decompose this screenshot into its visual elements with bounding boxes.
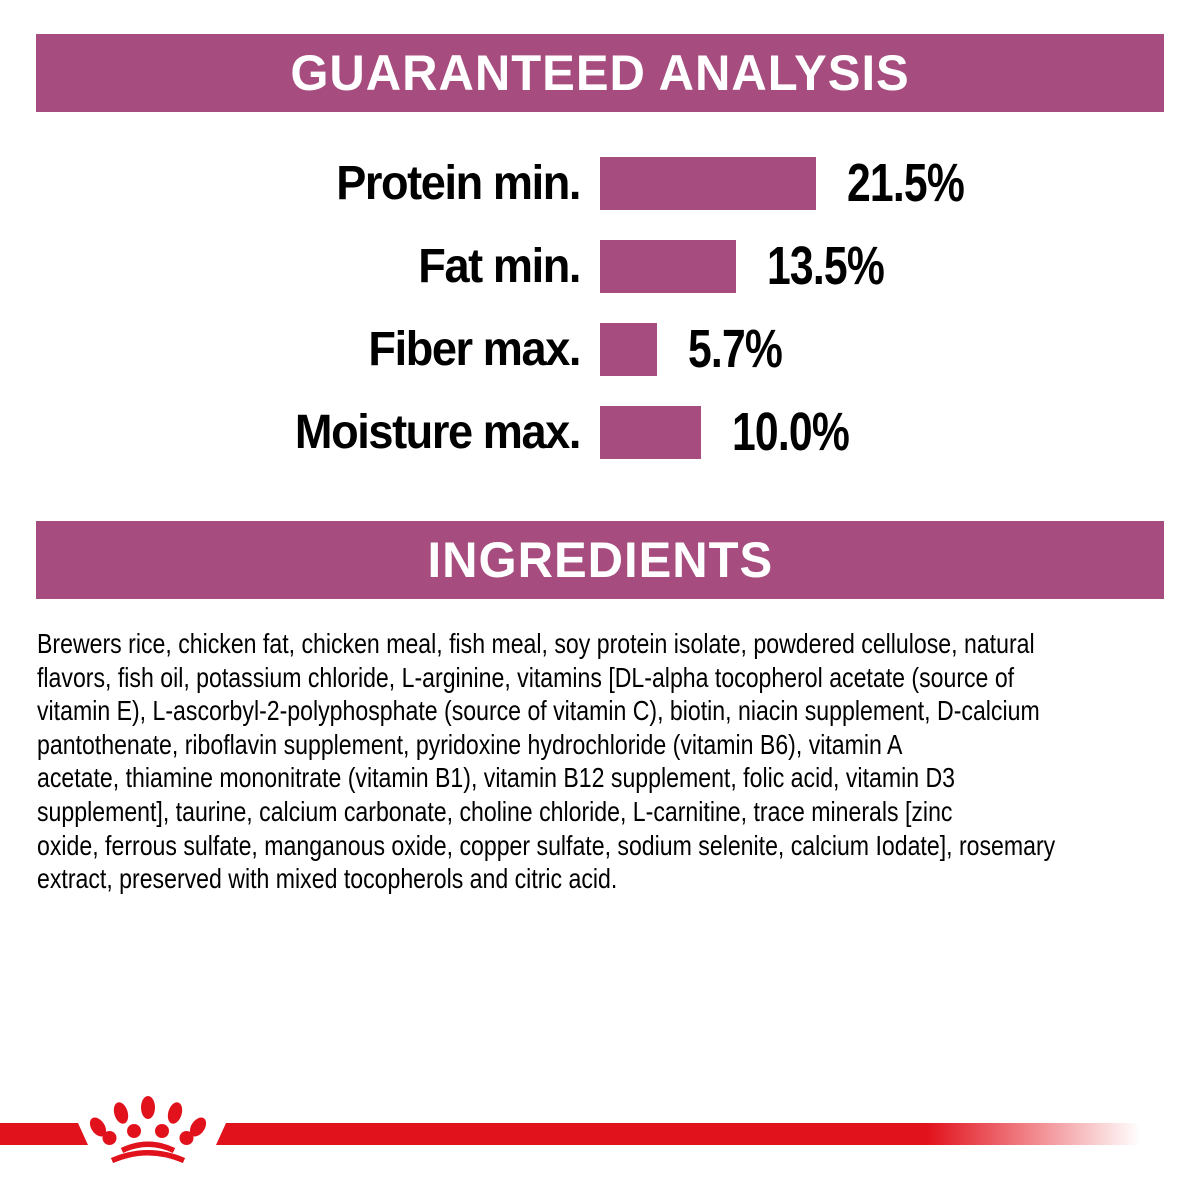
ingredients-line: extract, preserved with mixed tocopherol… (37, 863, 618, 895)
chart-category-label: Protein min. (336, 157, 581, 210)
ingredients-line: pantothenate, riboflavin supplement, pyr… (37, 728, 903, 760)
chart-bar (600, 323, 657, 376)
chart-row-fat: Fat min. 13.5% (0, 236, 1200, 296)
guaranteed-analysis-banner: GUARANTEED ANALYSIS (36, 34, 1164, 112)
chart-row-protein: Protein min. 21.5% (0, 153, 1200, 213)
ingredients-line: Brewers rice, chicken fat, chicken meal,… (37, 628, 1035, 659)
ingredients-line: vitamin E), L-ascorbyl-2-polyphosphate (… (37, 695, 1040, 727)
ingredients-line: oxide, ferrous sulfate, manganous oxide,… (37, 829, 1056, 861)
chart-row-fiber: Fiber max. 5.7% (0, 319, 1200, 379)
chart-category-label: Moisture max. (294, 406, 581, 459)
ingredients-banner: INGREDIENTS (36, 521, 1164, 599)
chart-bar (600, 240, 736, 293)
ingredients-line: supplement], taurine, calcium carbonate,… (37, 795, 953, 827)
guaranteed-analysis-title: GUARANTEED ANALYSIS (290, 45, 910, 101)
chart-category-label: Fat min. (418, 240, 581, 293)
royal-canin-crown-icon (89, 1096, 207, 1164)
chart-value-label: 13.5% (767, 236, 885, 296)
chart-bar (600, 157, 816, 210)
brand-stripe-right (216, 1123, 1140, 1145)
chart-bar (600, 406, 701, 459)
chart-row-moisture: Moisture max. 10.0% (0, 402, 1200, 462)
ingredients-paragraph: Brewers rice, chicken fat, chicken meal,… (37, 627, 1177, 896)
ingredients-line: flavors, fish oil, potassium chloride, L… (37, 661, 1015, 693)
chart-category-label: Fiber max. (368, 323, 581, 376)
chart-value-label: 5.7% (688, 319, 783, 379)
ingredients-title: INGREDIENTS (427, 532, 773, 588)
chart-value-label: 10.0% (732, 402, 850, 462)
brand-stripe-left (0, 1123, 88, 1145)
chart-value-label: 21.5% (847, 153, 965, 213)
ingredients-line: acetate, thiamine mononitrate (vitamin B… (37, 762, 956, 794)
